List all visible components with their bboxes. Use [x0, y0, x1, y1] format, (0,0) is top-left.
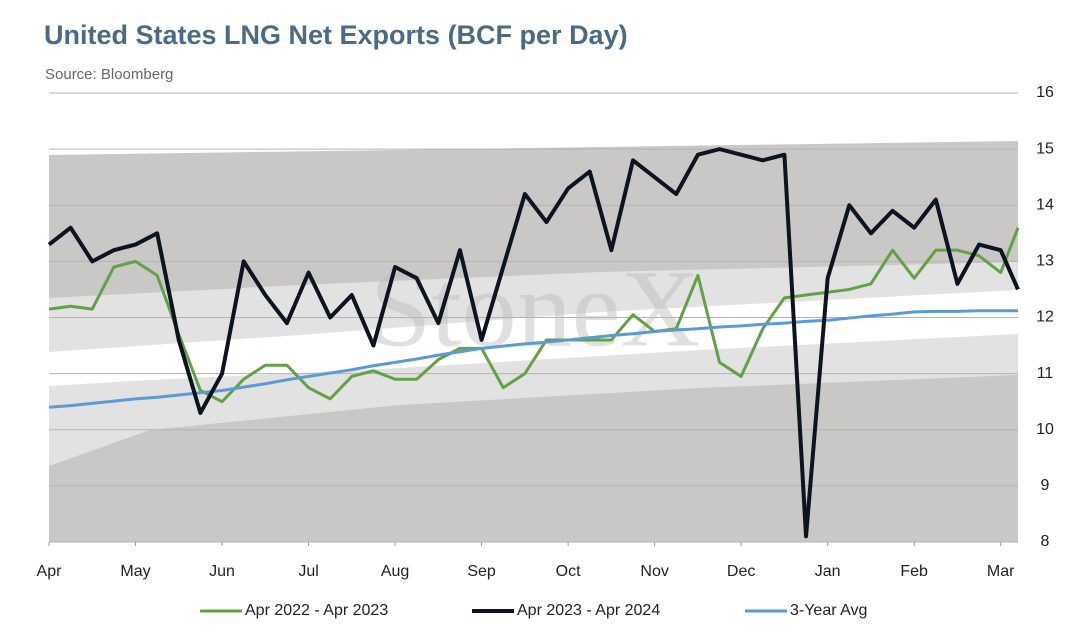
lines [47, 147, 1020, 539]
y-tick-label: 14 [1036, 196, 1054, 213]
x-tick-label: Oct [556, 563, 581, 580]
x-tick-label: May [120, 563, 150, 580]
x-tick-label: Mar [987, 563, 1015, 580]
y-tick-label: 8 [1041, 533, 1050, 550]
x-tick-label: Sep [467, 563, 496, 580]
watermark: StoneX [370, 247, 700, 369]
chart-title: United States LNG Net Exports (BCF per D… [44, 20, 628, 50]
y-tick-label: 13 [1036, 253, 1054, 270]
y-tick-label: 11 [1037, 365, 1054, 382]
legend: Apr 2022 - Apr 2023 Apr 2023 - Apr 2024 3-… [200, 602, 867, 619]
inner-band [49, 290, 1018, 386]
y-tick-label: 12 [1036, 309, 1054, 326]
series-line [47, 147, 1020, 539]
y-tick-label: 15 [1036, 140, 1054, 157]
x-tick-label: Jan [815, 563, 841, 580]
x-tick-label: Apr [37, 563, 63, 580]
x-tick-label: Dec [727, 563, 755, 580]
x-tick-label: Feb [900, 563, 928, 580]
y-tick-label: 16 [1036, 84, 1054, 101]
legend-label: Apr 2022 - Apr 2023 [245, 602, 388, 619]
legend-label: 3-Year Avg [790, 602, 867, 619]
y-tick-label: 10 [1036, 421, 1054, 438]
ticks: 8 9 10 11 12 13 14 15 16 Apr May Jun Jul Aug Sep Oct Nov… [37, 84, 1054, 580]
x-tick-label: Aug [381, 563, 409, 580]
grid [49, 92, 1018, 543]
legend-label: Apr 2023 - Apr 2024 [517, 602, 660, 619]
x-tick-label: Nov [640, 563, 668, 580]
y-tick-label: 9 [1041, 477, 1050, 494]
x-tick-label: Jun [209, 563, 235, 580]
x-tick-label: Jul [298, 563, 318, 580]
subtitle: Source: Bloomberg [45, 66, 173, 83]
